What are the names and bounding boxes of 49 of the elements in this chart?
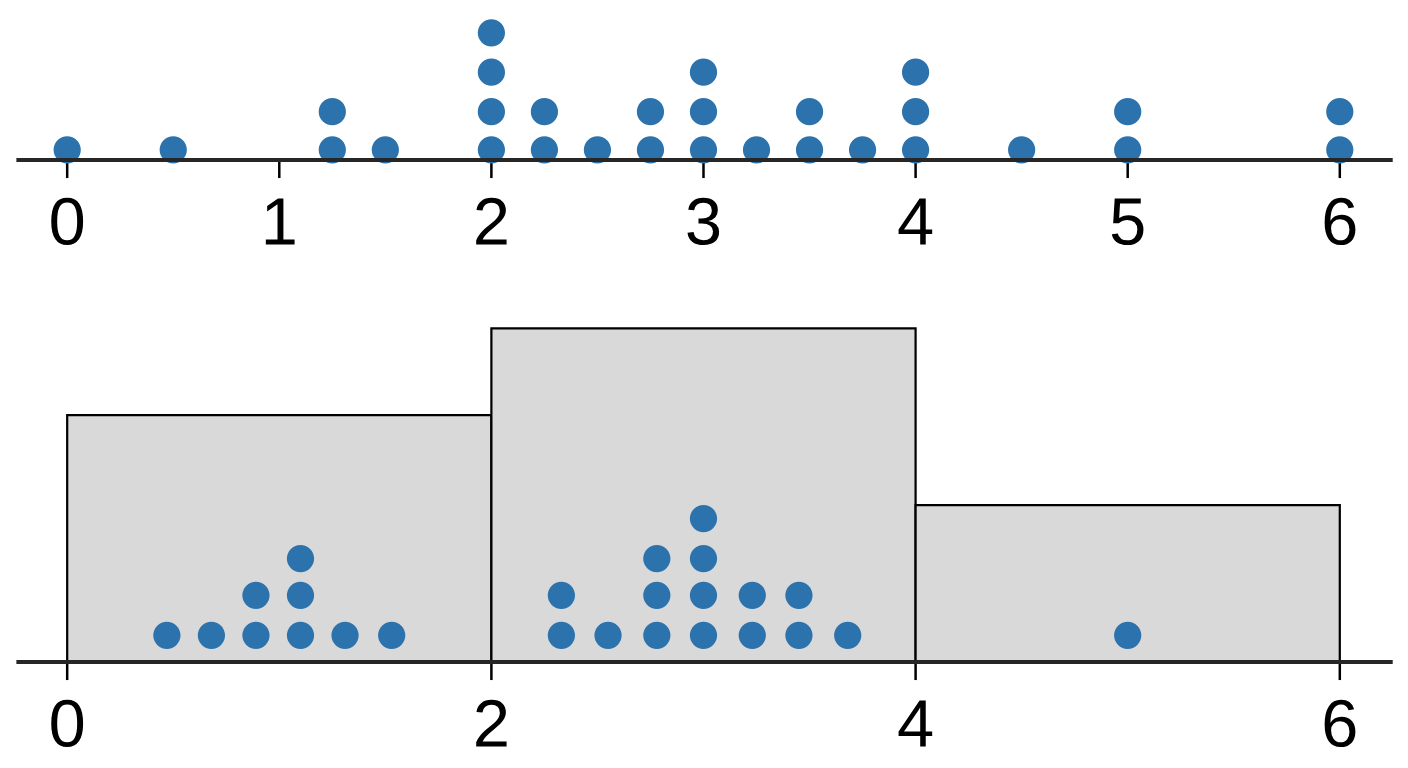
point xyxy=(643,621,671,649)
point xyxy=(1114,98,1142,126)
point xyxy=(901,98,930,126)
point xyxy=(594,621,622,649)
point xyxy=(1114,621,1142,649)
x-tick-label: 4 xyxy=(898,700,933,747)
point xyxy=(689,581,718,609)
point xyxy=(785,581,813,609)
point xyxy=(318,98,346,126)
point xyxy=(795,98,824,126)
x-tick-label: 6 xyxy=(1324,699,1356,748)
point xyxy=(636,98,665,126)
x-tick-label: 0 xyxy=(51,197,84,246)
point xyxy=(242,581,270,609)
point xyxy=(286,581,315,609)
point xyxy=(153,621,181,649)
point xyxy=(477,98,506,126)
point xyxy=(286,544,315,573)
point xyxy=(197,621,226,649)
x-tick-label: 0 xyxy=(51,699,84,748)
point xyxy=(834,621,862,649)
point xyxy=(901,58,930,86)
point xyxy=(689,544,718,573)
x-tick-label: 3 xyxy=(687,197,720,246)
point xyxy=(689,58,718,86)
point xyxy=(643,581,671,609)
point xyxy=(242,621,270,649)
x-tick-label: 4 xyxy=(898,198,933,245)
x-tick-label: 2 xyxy=(476,699,507,747)
point xyxy=(547,581,576,609)
x-tick-label: 5 xyxy=(1111,198,1144,246)
point xyxy=(738,621,766,649)
point xyxy=(547,621,576,649)
x-tick-label: 6 xyxy=(1324,197,1356,246)
point xyxy=(785,621,813,649)
point xyxy=(530,98,559,126)
point xyxy=(477,58,506,86)
x-tick-label: 2 xyxy=(476,197,507,245)
point xyxy=(286,621,315,649)
point xyxy=(643,544,671,573)
point xyxy=(331,621,359,649)
point xyxy=(477,19,506,47)
point xyxy=(738,581,766,609)
point xyxy=(689,504,718,533)
point xyxy=(378,621,406,649)
point xyxy=(1326,98,1354,126)
point xyxy=(689,621,718,649)
x-tick-label: 1 xyxy=(265,198,295,245)
point xyxy=(689,98,718,126)
